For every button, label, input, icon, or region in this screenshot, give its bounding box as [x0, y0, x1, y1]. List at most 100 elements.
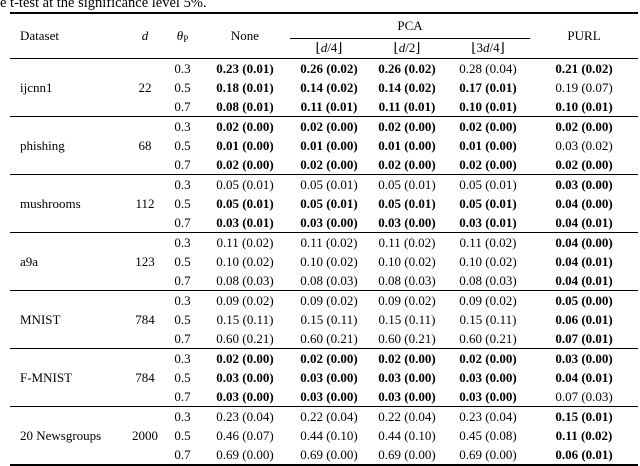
- cell-purl: 0.07 (0.01): [555, 330, 613, 346]
- cell-pca-3d4: 0.11 (0.02): [459, 234, 517, 250]
- cell-pca-d2: 0.69 (0.00): [378, 446, 436, 462]
- cell-pca-3d4: 0.08 (0.03): [459, 272, 517, 288]
- cell-pca-d2: 0.03 (0.00): [378, 369, 436, 385]
- cell-pca-d2: 0.05 (0.01): [378, 195, 436, 211]
- cell-none: 0.60 (0.21): [216, 330, 274, 346]
- cell-pca-d4: 0.02 (0.00): [300, 350, 358, 366]
- cell-pca-3d4: 0.17 (0.01): [459, 79, 517, 95]
- cell-purl: 0.04 (0.00): [555, 234, 613, 250]
- cell-purl: 0.05 (0.00): [555, 292, 613, 308]
- cell-pca-3d4: 0.28 (0.04): [459, 60, 517, 76]
- group-mnist: MNIST 784 0.3 0.09 (0.02) 0.09 (0.02) 0.09 (0…: [10, 290, 639, 348]
- theta-value: 0.5: [174, 79, 191, 95]
- cell-pca-d4: 0.26 (0.02): [300, 60, 358, 76]
- cell-pca-d2: 0.08 (0.03): [378, 272, 436, 288]
- table-row: 0.5 0.05 (0.01) 0.05 (0.01) 0.05 (0.01) 0.05…: [10, 194, 638, 213]
- group-phishing: phishing 68 0.3 0.02 (0.00) 0.02 (0.00) 0.02 …: [10, 116, 639, 174]
- group-mushrooms: mushrooms 112 0.3 0.05 (0.01) 0.05 (0.01) 0.0…: [10, 174, 639, 232]
- cell-pca-d2: 0.26 (0.02): [378, 60, 436, 76]
- cell-none: 0.02 (0.00): [216, 118, 274, 134]
- dataset-name: F-MNIST: [20, 369, 73, 385]
- cell-pca-d4: 0.15 (0.11): [300, 311, 358, 327]
- cell-pca-d4: 0.01 (0.00): [300, 137, 358, 153]
- cell-purl: 0.19 (0.07): [555, 79, 613, 95]
- header-row-pca-sub: ⌊d/4⌋ ⌊d/2⌋ ⌊3d/4⌋: [10, 38, 638, 58]
- cell-none: 0.05 (0.01): [216, 195, 274, 211]
- col-header-theta: θP: [165, 13, 200, 58]
- theta-value: 0.7: [174, 98, 191, 114]
- theta-value: 0.7: [174, 446, 191, 462]
- d-symbol: d: [398, 40, 406, 55]
- cell-pca-d2: 0.03 (0.00): [378, 388, 436, 404]
- table-row: F-MNIST 784 0.3 0.02 (0.00) 0.02 (0.00) 0.02 …: [10, 348, 638, 385]
- theta-value: 0.5: [174, 311, 191, 327]
- floor-close: /4⌋: [489, 40, 505, 55]
- cell-purl: 0.06 (0.01): [555, 446, 613, 462]
- group-ijcnn1: ijcnn1 22 0.3 0.23 (0.01) 0.26 (0.02) 0.26 (0…: [10, 58, 638, 116]
- dimension-value: 22: [138, 79, 152, 95]
- cell-purl: 0.07 (0.03): [555, 388, 613, 404]
- cell-none: 0.08 (0.01): [216, 98, 274, 114]
- dataset-name: phishing: [20, 137, 65, 153]
- cell-pca-d4: 0.05 (0.01): [300, 195, 358, 211]
- cell-pca-d2: 0.22 (0.04): [378, 408, 436, 424]
- cell-pca-3d4: 0.05 (0.01): [459, 195, 517, 211]
- cell-pca-d2: 0.15 (0.11): [378, 311, 436, 327]
- cell-none: 0.03 (0.00): [216, 369, 274, 385]
- floor-close: /2⌋: [405, 40, 421, 55]
- theta-value: 0.3: [174, 234, 191, 250]
- d-symbol: d: [141, 27, 149, 43]
- cell-none: 0.01 (0.00): [216, 137, 274, 153]
- table-caption-text: e t-test at the significance level 5%.: [0, 0, 207, 11]
- cell-pca-3d4: 0.45 (0.08): [459, 427, 517, 443]
- table-row: ijcnn1 22 0.3 0.23 (0.01) 0.26 (0.02) 0.26 (0…: [10, 58, 638, 95]
- cell-none: 0.18 (0.01): [216, 79, 274, 95]
- cell-pca-d2: 0.44 (0.10): [378, 427, 436, 443]
- dataset-name: a9a: [20, 253, 39, 269]
- cell-none: 0.23 (0.04): [216, 408, 274, 424]
- floor-open: ⌊: [315, 40, 321, 55]
- dimension-value: 123: [135, 253, 155, 269]
- table-row: 0.5 0.18 (0.01) 0.14 (0.02) 0.14 (0.02) 0.17…: [10, 78, 638, 97]
- cell-none: 0.15 (0.11): [216, 311, 274, 327]
- cell-purl: 0.04 (0.01): [555, 369, 613, 385]
- cell-pca-3d4: 0.03 (0.01): [459, 214, 517, 230]
- d-symbol: d: [482, 40, 490, 55]
- cell-pca-3d4: 0.02 (0.00): [459, 118, 517, 134]
- col-header-pca: PCA: [290, 13, 531, 39]
- cell-none: 0.03 (0.00): [216, 388, 274, 404]
- cell-pca-d4: 0.11 (0.02): [300, 234, 358, 250]
- theta-value: 0.3: [174, 176, 191, 192]
- cell-pca-d2: 0.03 (0.00): [378, 214, 436, 230]
- cell-pca-d4: 0.14 (0.02): [300, 79, 358, 95]
- cell-pca-d2: 0.10 (0.02): [378, 253, 436, 269]
- table-row: 0.5 0.10 (0.02) 0.10 (0.02) 0.10 (0.02) 0.10…: [10, 252, 638, 271]
- theta-value: 0.7: [174, 388, 191, 404]
- cell-pca-3d4: 0.03 (0.00): [459, 369, 517, 385]
- col-header-purl: PURL: [567, 27, 601, 43]
- cell-pca-d2: 0.02 (0.00): [378, 118, 436, 134]
- cell-pca-d2: 0.02 (0.00): [378, 350, 436, 366]
- cell-pca-d2: 0.02 (0.00): [378, 156, 436, 172]
- cell-pca-3d4: 0.01 (0.00): [459, 137, 517, 153]
- cell-pca-d4: 0.08 (0.03): [300, 272, 358, 288]
- table-row: 0.7 0.08 (0.01) 0.11 (0.01) 0.11 (0.01) 0.10…: [10, 97, 638, 117]
- cell-pca-d2: 0.60 (0.21): [378, 330, 436, 346]
- header-row-top: Dataset d θP None PCA PURL: [10, 13, 638, 44]
- table-row: 20 Newsgroups 2000 0.3 0.23 (0.04) 0.22 (0.0…: [10, 406, 638, 443]
- cell-pca-d2: 0.05 (0.01): [378, 176, 436, 192]
- cell-pca-d4: 0.44 (0.10): [300, 427, 358, 443]
- cell-pca-d4: 0.03 (0.00): [300, 214, 358, 230]
- table-caption: e t-test at the significance level 5%.: [0, 0, 640, 12]
- table-row: 0.7 0.08 (0.03) 0.08 (0.03) 0.08 (0.03) 0.08…: [10, 271, 638, 291]
- dimension-value: 784: [135, 311, 155, 327]
- cell-purl: 0.04 (0.01): [555, 214, 613, 230]
- cell-none: 0.11 (0.02): [216, 234, 274, 250]
- dimension-value: 784: [135, 369, 155, 385]
- theta-value: 0.7: [174, 156, 191, 172]
- theta-value: 0.5: [174, 427, 191, 443]
- cell-none: 0.23 (0.01): [216, 60, 274, 76]
- floor-open: ⌊3: [471, 40, 483, 55]
- cell-purl: 0.11 (0.02): [555, 427, 613, 443]
